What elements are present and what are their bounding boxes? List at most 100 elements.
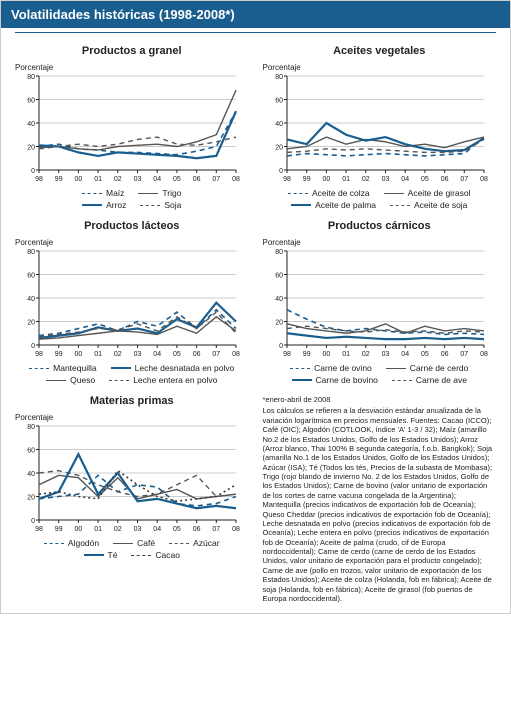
svg-text:98: 98 <box>35 351 43 358</box>
legend-item: Carne de bovino <box>292 375 378 385</box>
svg-text:04: 04 <box>401 176 409 183</box>
svg-text:06: 06 <box>193 351 201 358</box>
svg-text:06: 06 <box>193 176 201 183</box>
svg-text:0: 0 <box>31 343 35 350</box>
svg-text:01: 01 <box>342 176 350 183</box>
svg-text:40: 40 <box>275 296 283 303</box>
svg-text:07: 07 <box>212 351 220 358</box>
svg-text:80: 80 <box>27 249 35 256</box>
legend-item: Arroz <box>82 200 126 210</box>
svg-text:01: 01 <box>94 176 102 183</box>
legend-item: Carne de ave <box>392 375 467 385</box>
legend-meat: Carne de ovinoCarne de cerdoCarne de bov… <box>263 363 497 385</box>
legend-item: Leche entera en polvo <box>109 375 217 385</box>
svg-text:99: 99 <box>55 351 63 358</box>
svg-text:99: 99 <box>55 526 63 533</box>
legend-dairy: Mantequilla Leche desnatada en polvo Queso… <box>15 363 249 385</box>
svg-text:20: 20 <box>275 320 283 327</box>
svg-text:07: 07 <box>212 176 220 183</box>
chart-dairy: 0204060809899000102030405060708 <box>15 249 240 359</box>
svg-text:05: 05 <box>173 351 181 358</box>
svg-text:40: 40 <box>27 471 35 478</box>
svg-text:0: 0 <box>279 168 283 175</box>
svg-text:80: 80 <box>275 74 283 81</box>
svg-text:0: 0 <box>279 343 283 350</box>
svg-text:20: 20 <box>27 145 35 152</box>
legend-veg: Aceite de colzaAceite de girasolAceite d… <box>263 188 497 210</box>
svg-text:20: 20 <box>275 145 283 152</box>
svg-text:03: 03 <box>381 176 389 183</box>
legend-item: Cacao <box>131 550 180 560</box>
svg-text:01: 01 <box>342 351 350 358</box>
svg-text:60: 60 <box>27 273 35 280</box>
svg-text:00: 00 <box>75 176 83 183</box>
svg-text:04: 04 <box>153 351 161 358</box>
legend-item: Trigo <box>138 188 181 198</box>
svg-text:99: 99 <box>55 176 63 183</box>
svg-text:02: 02 <box>114 526 122 533</box>
legend-item: Maíz <box>82 188 124 198</box>
panel-veg: Aceites vegetales Porcentaje 02040608098… <box>263 41 497 210</box>
panel-title: Materias primas <box>15 395 249 407</box>
svg-text:03: 03 <box>381 351 389 358</box>
y-axis-label: Porcentaje <box>15 238 249 247</box>
svg-text:40: 40 <box>275 121 283 128</box>
page-title: Volatilidades históricas (1998-2008*) <box>1 1 510 28</box>
svg-text:00: 00 <box>75 351 83 358</box>
svg-text:98: 98 <box>283 351 291 358</box>
svg-text:04: 04 <box>153 176 161 183</box>
svg-text:20: 20 <box>27 495 35 502</box>
panel-title: Aceites vegetales <box>263 45 497 57</box>
legend-item: Leche desnatada en polvo <box>111 363 235 373</box>
svg-text:05: 05 <box>173 526 181 533</box>
svg-text:08: 08 <box>232 526 240 533</box>
svg-text:80: 80 <box>27 424 35 431</box>
svg-text:80: 80 <box>27 74 35 81</box>
svg-text:03: 03 <box>134 526 142 533</box>
panel-title: Productos lácteos <box>15 220 249 232</box>
legend-item: Queso <box>46 375 95 385</box>
legend-item: Café <box>113 538 155 548</box>
svg-text:08: 08 <box>480 176 488 183</box>
legend-item: Soja <box>140 200 181 210</box>
svg-text:99: 99 <box>302 176 310 183</box>
svg-text:08: 08 <box>232 351 240 358</box>
svg-text:0: 0 <box>31 168 35 175</box>
svg-text:0: 0 <box>31 518 35 525</box>
panel-bulk: Productos a granel Porcentaje 0204060809… <box>15 41 249 210</box>
chart-bulk: 0204060809899000102030405060708 <box>15 74 240 184</box>
legend-item: Aceite de soja <box>390 200 467 210</box>
svg-text:98: 98 <box>35 526 43 533</box>
svg-text:06: 06 <box>440 351 448 358</box>
chart-veg: 0204060809899000102030405060708 <box>263 74 488 184</box>
svg-text:00: 00 <box>75 526 83 533</box>
legend-item: Aceite de palma <box>291 200 376 210</box>
y-axis-label: Porcentaje <box>15 63 249 72</box>
svg-text:99: 99 <box>302 351 310 358</box>
svg-text:06: 06 <box>440 176 448 183</box>
svg-text:04: 04 <box>153 526 161 533</box>
svg-text:05: 05 <box>421 351 429 358</box>
legend-item: Azúcar <box>169 538 219 548</box>
legend-item: Té <box>84 550 118 560</box>
legend-item: Algodón <box>44 538 99 548</box>
legend-bulk: Maíz Trigo Arroz Soja <box>15 188 249 210</box>
legend-item: Mantequilla <box>29 363 96 373</box>
svg-text:01: 01 <box>94 526 102 533</box>
y-axis-label: Porcentaje <box>263 238 497 247</box>
svg-text:02: 02 <box>114 351 122 358</box>
legend-item: Aceite de girasol <box>384 188 471 198</box>
svg-text:60: 60 <box>27 448 35 455</box>
svg-text:60: 60 <box>275 273 283 280</box>
svg-text:01: 01 <box>94 351 102 358</box>
svg-text:04: 04 <box>401 351 409 358</box>
svg-text:07: 07 <box>212 526 220 533</box>
svg-text:03: 03 <box>134 351 142 358</box>
svg-text:40: 40 <box>27 296 35 303</box>
legend-item: Carne de ovino <box>290 363 372 373</box>
svg-text:98: 98 <box>35 176 43 183</box>
chart-raw: 0204060809899000102030405060708 <box>15 424 240 534</box>
footnote-first: *enero-abril de 2008 <box>263 395 497 404</box>
svg-text:02: 02 <box>361 176 369 183</box>
chart-meat: 0204060809899000102030405060708 <box>263 249 488 359</box>
